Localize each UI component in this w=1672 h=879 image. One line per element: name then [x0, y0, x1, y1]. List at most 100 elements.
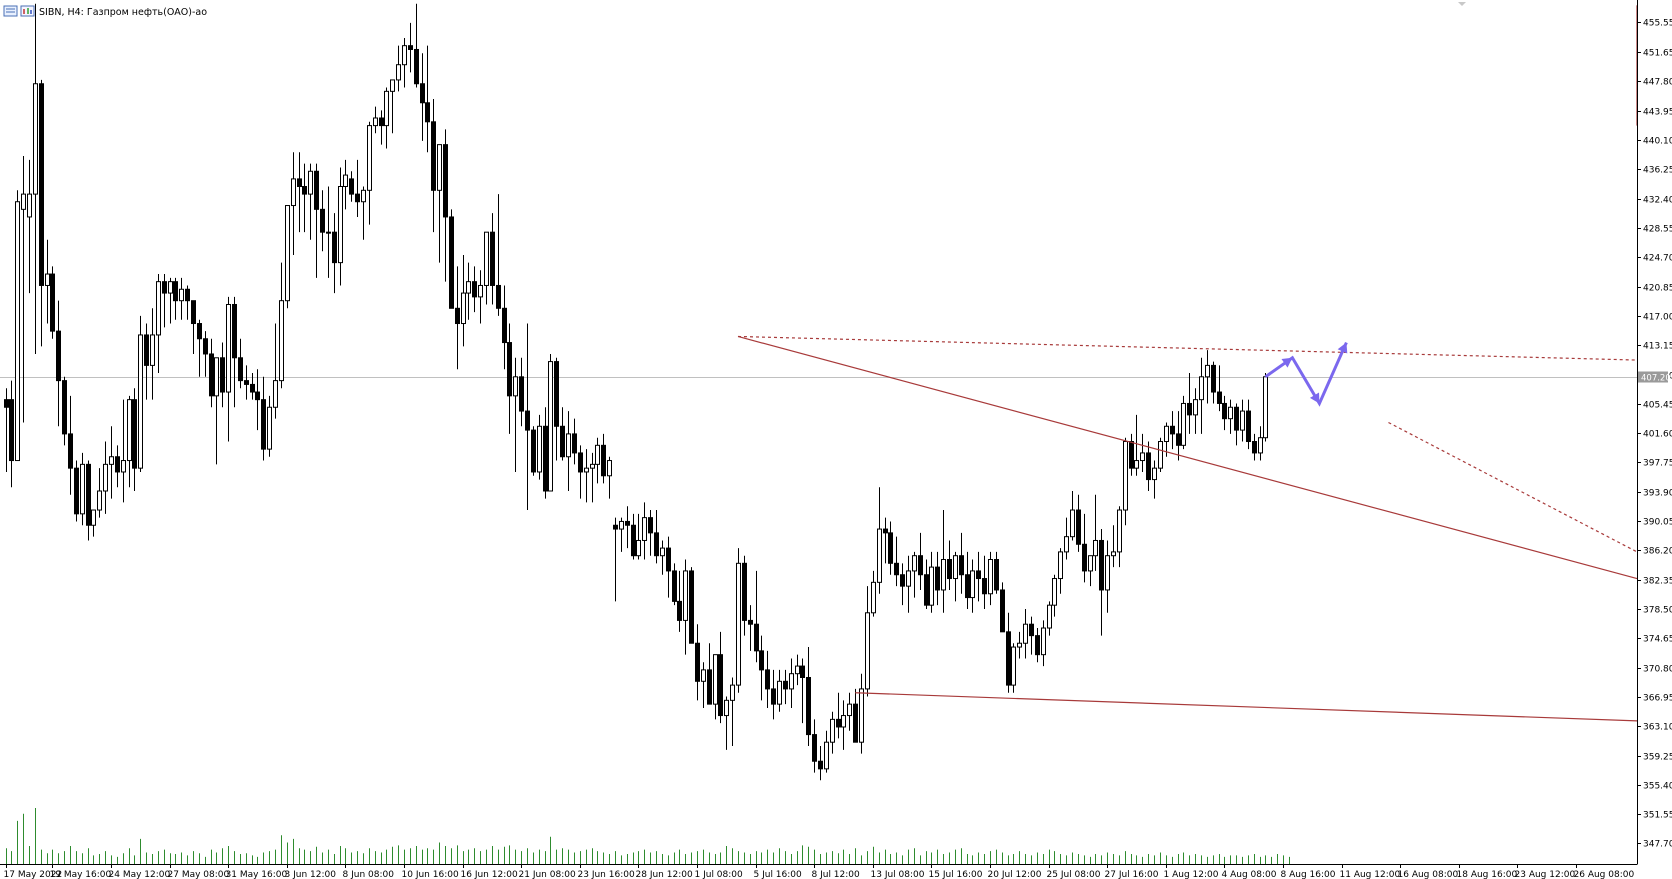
forecast-arrowhead: [1309, 392, 1320, 404]
candle-body-down: [1222, 402, 1227, 420]
candle-body-down: [1252, 441, 1257, 454]
candle-body-down: [625, 520, 630, 526]
candle-body-down: [255, 391, 260, 401]
candle-body-up: [478, 284, 483, 298]
candle-body-up: [1117, 509, 1122, 553]
candle-body-down: [812, 734, 817, 762]
candle-body-down: [1076, 509, 1081, 545]
time-tick-label: 3 Jun 12:00: [285, 870, 337, 879]
candle-body-up: [859, 688, 864, 743]
time-tick-label: 26 Aug 08:00: [1574, 870, 1635, 879]
candle-body-up: [214, 357, 219, 397]
price-tick-label: 436.25: [1643, 166, 1672, 176]
price-tick-label: 447.80: [1643, 78, 1672, 88]
one-click-trade-toggle-icon[interactable]: [1458, 2, 1466, 6]
dashed-trendline[interactable]: [1388, 421, 1638, 553]
candle-body-down: [1000, 589, 1005, 633]
time-tick-label: 19 May 16:00: [50, 870, 112, 879]
time-tick-label: 16 Jun 12:00: [461, 870, 518, 879]
candle-body-up: [168, 281, 173, 294]
chart-window-icon[interactable]: [3, 5, 18, 17]
time-tick-label: 17 May 2022: [4, 870, 63, 879]
candle-body-down: [86, 463, 91, 526]
candle-body-up: [607, 460, 612, 477]
candle-body-down: [935, 566, 940, 591]
candle-body-up: [1093, 539, 1098, 557]
candle-body-up: [1058, 551, 1063, 580]
price-tick-label: 370.80: [1643, 665, 1672, 675]
trendline[interactable]: [855, 692, 1638, 722]
time-tick-label: 1 Jul 08:00: [695, 870, 744, 879]
candle-body-up: [33, 83, 38, 195]
candle-body-down: [420, 83, 425, 104]
candle-body-down: [631, 524, 636, 557]
candle-body-down: [74, 467, 79, 515]
candle-body-down: [1029, 623, 1034, 637]
candle-body-up: [736, 562, 741, 686]
price-tick-label: 363.10: [1643, 723, 1672, 733]
candle-body-up: [91, 509, 96, 526]
candle-body-up: [1164, 425, 1169, 443]
candle-body-up: [1105, 555, 1110, 591]
candle-body-up: [1181, 402, 1186, 446]
time-tick-label: 27 May 08:00: [168, 870, 230, 879]
candle-body-down: [132, 399, 137, 469]
candle-body-down: [443, 144, 448, 218]
candle-body-up: [1123, 441, 1128, 511]
chart-type-icon[interactable]: [20, 5, 35, 17]
trendline[interactable]: [737, 335, 1638, 580]
candle-body-down: [238, 357, 243, 382]
candle-body-down: [1246, 410, 1251, 443]
candle-body-down: [502, 307, 507, 344]
price-tick-label: 417.00: [1643, 313, 1672, 323]
candle-body-down: [976, 570, 981, 580]
time-tick-label: 8 Aug 16:00: [1281, 870, 1336, 879]
price-tick-label: 397.75: [1643, 459, 1672, 469]
candle-body-down: [601, 444, 606, 477]
forecast-arrow[interactable]: [1264, 341, 1348, 407]
axis-layer: [0, 0, 1638, 865]
time-tick-label: 4 Aug 08:00: [1222, 870, 1277, 879]
candle-body-down: [425, 102, 430, 123]
candle-body-up: [1047, 604, 1052, 629]
candle-body-up: [1258, 437, 1263, 454]
price-axis: 455.55 451.65 447.80 443.95 440.10 436.25 432.…: [1637, 19, 1672, 850]
candle-body-down: [742, 562, 747, 621]
candle-body-down: [1035, 635, 1040, 656]
candle-body-up: [384, 90, 389, 127]
price-tick-label: 405.45: [1643, 401, 1672, 411]
candle-body-up: [367, 125, 372, 191]
candle-body-down: [1129, 441, 1134, 469]
candle-body-down: [783, 680, 788, 690]
candle-body-up: [730, 684, 735, 701]
time-tick-label: 5 Jul 16:00: [754, 870, 803, 879]
time-tick-label: 27 Jul 16:00: [1105, 870, 1159, 879]
candle-body-down: [472, 281, 477, 298]
candle-body-up: [80, 463, 85, 515]
price-tick-label: 432.40: [1643, 196, 1672, 206]
candle-body-down: [507, 342, 512, 397]
time-tick-label: 23 Jun 16:00: [578, 870, 635, 879]
chart-title: SIBN, H4: Газпром нефть(ОАО)-ао: [39, 7, 207, 18]
candle-body-up: [642, 517, 647, 541]
candle-body-up: [636, 539, 641, 557]
candle-body-up: [343, 174, 348, 188]
candle-body-up: [179, 288, 184, 302]
price-tick-label: 374.65: [1643, 635, 1672, 645]
candle-body-down: [261, 399, 266, 450]
candle-body-down: [68, 433, 73, 469]
price-tick-label: 386.20: [1643, 547, 1672, 557]
candle-body-up: [1052, 578, 1057, 606]
candle-body-down: [531, 429, 536, 473]
candle-body-up: [929, 566, 934, 606]
candle-body-down: [994, 559, 999, 591]
candle-body-down: [449, 216, 454, 309]
candle-body-up: [1011, 646, 1016, 686]
time-tick-label: 1 Aug 12:00: [1164, 870, 1219, 879]
candle-body-up: [566, 433, 571, 458]
candle-body-up: [109, 456, 114, 465]
candle-body-down: [554, 361, 559, 427]
price-tick-label: 424.70: [1643, 254, 1672, 264]
